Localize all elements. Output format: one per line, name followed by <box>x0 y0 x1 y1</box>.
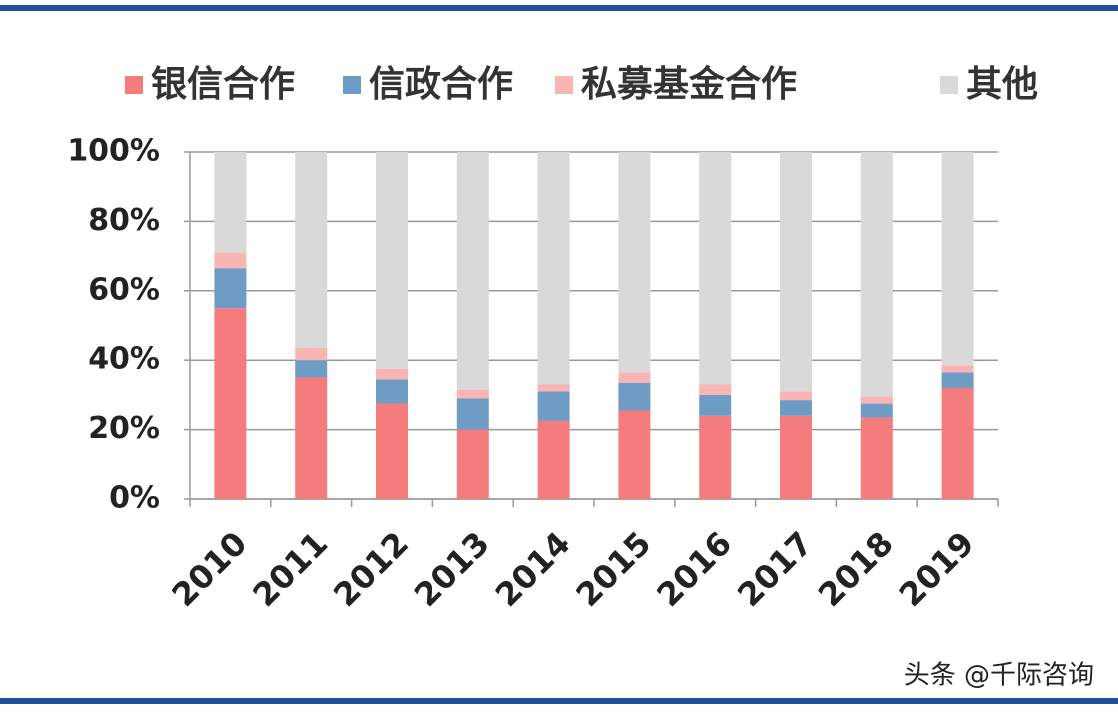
bar-segment <box>295 377 328 499</box>
y-tick-label: 0% <box>109 481 160 516</box>
bottom-rule <box>0 698 1118 704</box>
bar-segment <box>456 398 489 430</box>
x-tick-label: 2018 <box>811 524 901 614</box>
bar-segment <box>699 394 732 416</box>
bar-segment <box>376 152 408 369</box>
watermark: 头条 @千际咨询 <box>904 661 1094 691</box>
bar-segment <box>780 400 812 416</box>
x-tick-label: 2017 <box>730 524 820 614</box>
legend-label: 信政合作 <box>369 64 513 105</box>
bar-segment <box>214 268 247 309</box>
bar-segment <box>860 152 893 397</box>
bar-segment <box>780 152 812 392</box>
bar-segment <box>214 252 247 269</box>
bar-segment <box>295 348 328 361</box>
bar-segment <box>618 372 651 383</box>
bar-segment <box>376 368 408 380</box>
legend-swatch <box>343 76 361 94</box>
bar-segment <box>376 379 408 404</box>
bar-segment <box>618 382 651 411</box>
bar-segment <box>456 152 489 390</box>
top-rule <box>0 5 1118 11</box>
bar-segment <box>699 384 732 395</box>
bar-segment <box>618 152 651 373</box>
x-tick-label: 2014 <box>488 524 578 614</box>
bar-segment <box>941 152 974 366</box>
bar-segment <box>780 391 812 401</box>
bar-segment <box>456 389 489 399</box>
x-tick-label: 2019 <box>892 524 982 614</box>
bar-segment <box>295 152 328 349</box>
bar-segment <box>376 403 408 499</box>
bar-segment <box>618 410 651 499</box>
bar-segment <box>295 360 328 378</box>
y-tick-label: 80% <box>88 203 160 238</box>
legend-label: 私募基金合作 <box>581 63 797 105</box>
legend-swatch <box>940 76 958 94</box>
legend-label: 其他 <box>966 64 1038 105</box>
bar-segment <box>860 403 893 418</box>
bar-segment <box>941 372 974 388</box>
x-tick-label: 2010 <box>165 524 255 614</box>
bar-segment <box>456 429 489 499</box>
legend-swatch <box>555 76 573 94</box>
bar-segment <box>537 152 570 385</box>
bar-segment <box>214 152 247 253</box>
x-tick-label: 2013 <box>407 524 497 614</box>
y-tick-label: 20% <box>88 411 160 446</box>
y-tick-label: 40% <box>88 342 160 377</box>
x-tick-label: 2016 <box>649 524 739 614</box>
bar-segment <box>537 384 570 392</box>
x-tick-label: 2012 <box>326 524 416 614</box>
bar-segment <box>214 308 247 499</box>
bar-segment <box>537 391 570 421</box>
y-tick-label: 100% <box>67 134 160 169</box>
x-tick-label: 2011 <box>245 524 335 614</box>
x-tick-label: 2015 <box>569 524 659 614</box>
legend-swatch <box>125 76 143 94</box>
bar-segment <box>699 152 732 385</box>
bar-segment <box>941 387 974 499</box>
bar-segment <box>860 417 893 499</box>
bar-segment <box>699 415 732 499</box>
bar-segment <box>860 396 893 404</box>
bar-segment <box>537 420 570 499</box>
bar-segment <box>941 365 974 373</box>
bar-segment <box>780 415 812 499</box>
legend-label: 银信合作 <box>151 64 295 105</box>
y-tick-label: 60% <box>88 272 160 307</box>
